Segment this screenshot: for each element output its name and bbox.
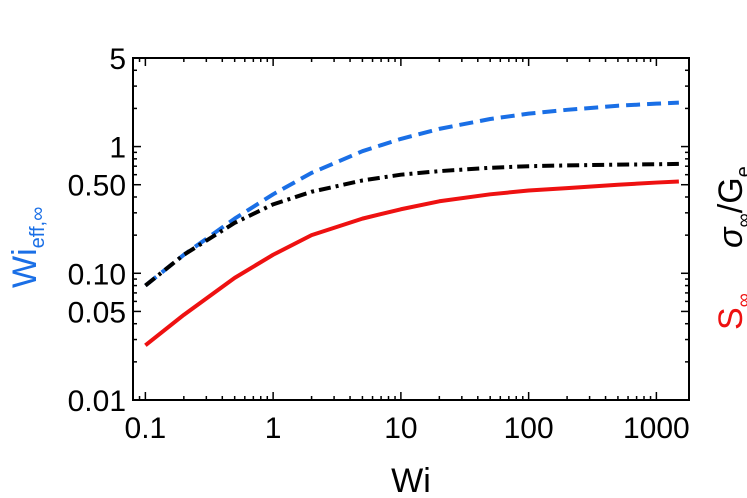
x-tick-label-3: 100: [504, 412, 554, 445]
y-tick-label-3: 0.50: [68, 170, 126, 203]
x-tick-label-4: 1000: [623, 412, 690, 445]
x-tick-label-2: 10: [384, 412, 417, 445]
y-tick-label-5: 5: [109, 43, 126, 76]
y-tick-label-2: 0.10: [68, 258, 126, 291]
right-y-axis-label-sigma: σ∞/Ge: [712, 166, 747, 248]
series-layer: [144, 100, 679, 347]
series-line-2: [144, 179, 679, 347]
y-tick-label-0: 0.01: [68, 385, 126, 418]
labels-layer: 0.1 1 10 100 1000 0.01 0.05 0.10 0.50 1 5: [68, 43, 690, 445]
left-y-axis-label: Wieff,∞: [6, 207, 49, 288]
y-tick-label-1: 0.05: [68, 296, 126, 329]
right-y-axis-label-s: S∞: [712, 293, 747, 330]
series-line-1: [144, 161, 679, 288]
series-line-0: [144, 100, 679, 288]
y-tick-label-4: 1: [109, 132, 126, 165]
x-tick-label-0: 0.1: [125, 412, 167, 445]
x-axis-label: Wi: [391, 462, 431, 498]
ticks-layer: [132, 57, 689, 401]
x-tick-label-1: 1: [265, 412, 282, 445]
plot-frame: [132, 57, 690, 401]
